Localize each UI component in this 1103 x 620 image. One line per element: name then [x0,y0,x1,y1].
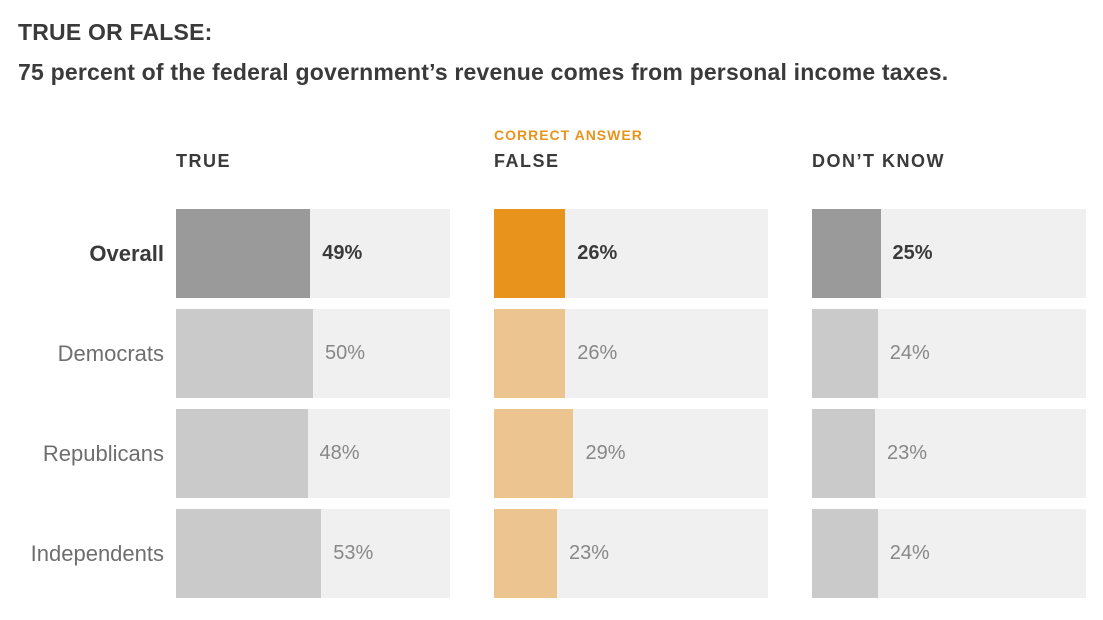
column-header-true: TRUE [176,151,231,171]
bar-fill [812,409,876,498]
column-header-dont-know: DON’T KNOW [812,151,945,171]
bar-value-label: 29% [585,442,626,464]
bar-fill [494,209,566,298]
bar-value-label: 23% [887,442,928,464]
bar-value-label: 23% [569,542,610,564]
bar-cell-democrats-true: 50% [176,309,450,398]
bar-fill [494,409,574,498]
bar-value-label: 49% [322,242,363,264]
column-header-false: FALSE [494,151,560,171]
bar-fill [176,309,313,398]
row-label-overall: Overall [89,240,164,266]
correct-answer-annotation: CORRECT ANSWER [494,127,643,143]
bar-fill [812,309,878,398]
bar-cell-democrats-false: 26% [494,309,768,398]
bar-value-label: 24% [889,342,930,364]
bar-value-label: 50% [325,342,366,364]
bar-value-label: 26% [577,342,618,364]
bar-cell-overall-false: 26% [494,209,768,298]
bar-cell-overall-dont-know: 25% [812,209,1086,298]
chart-header: TRUE OR FALSE: 75 percent of the federal… [18,12,948,92]
bar-value-label: 24% [889,542,930,564]
bar-cell-republicans-false: 29% [494,409,768,498]
bar-value-label: 25% [892,242,933,264]
row-label-democrats: Democrats [57,340,164,366]
bar-cell-overall-true: 49% [176,209,450,298]
bar-fill [176,509,322,598]
bar-cell-independents-true: 53% [176,509,450,598]
bar-fill [494,309,566,398]
bar-value-label: 53% [333,542,374,564]
row-label-republicans: Republicans [42,440,164,466]
bar-cell-democrats-dont-know: 24% [812,309,1086,398]
page-title: TRUE OR FALSE: [18,19,213,45]
bar-cell-republicans-dont-know: 23% [812,409,1086,498]
bar-fill [812,209,881,298]
bar-fill [812,509,878,598]
bar-fill [176,209,311,298]
bar-value-label: 48% [319,442,360,464]
bar-cell-independents-false: 23% [494,509,768,598]
bar-fill [176,409,308,498]
page-subtitle: 75 percent of the federal government’s r… [18,59,949,85]
bar-value-label: 26% [577,242,618,264]
bar-cell-independents-dont-know: 24% [812,509,1086,598]
bar-cell-republicans-true: 48% [176,409,450,498]
row-label-independents: Independents [30,540,164,566]
bar-fill [494,509,558,598]
